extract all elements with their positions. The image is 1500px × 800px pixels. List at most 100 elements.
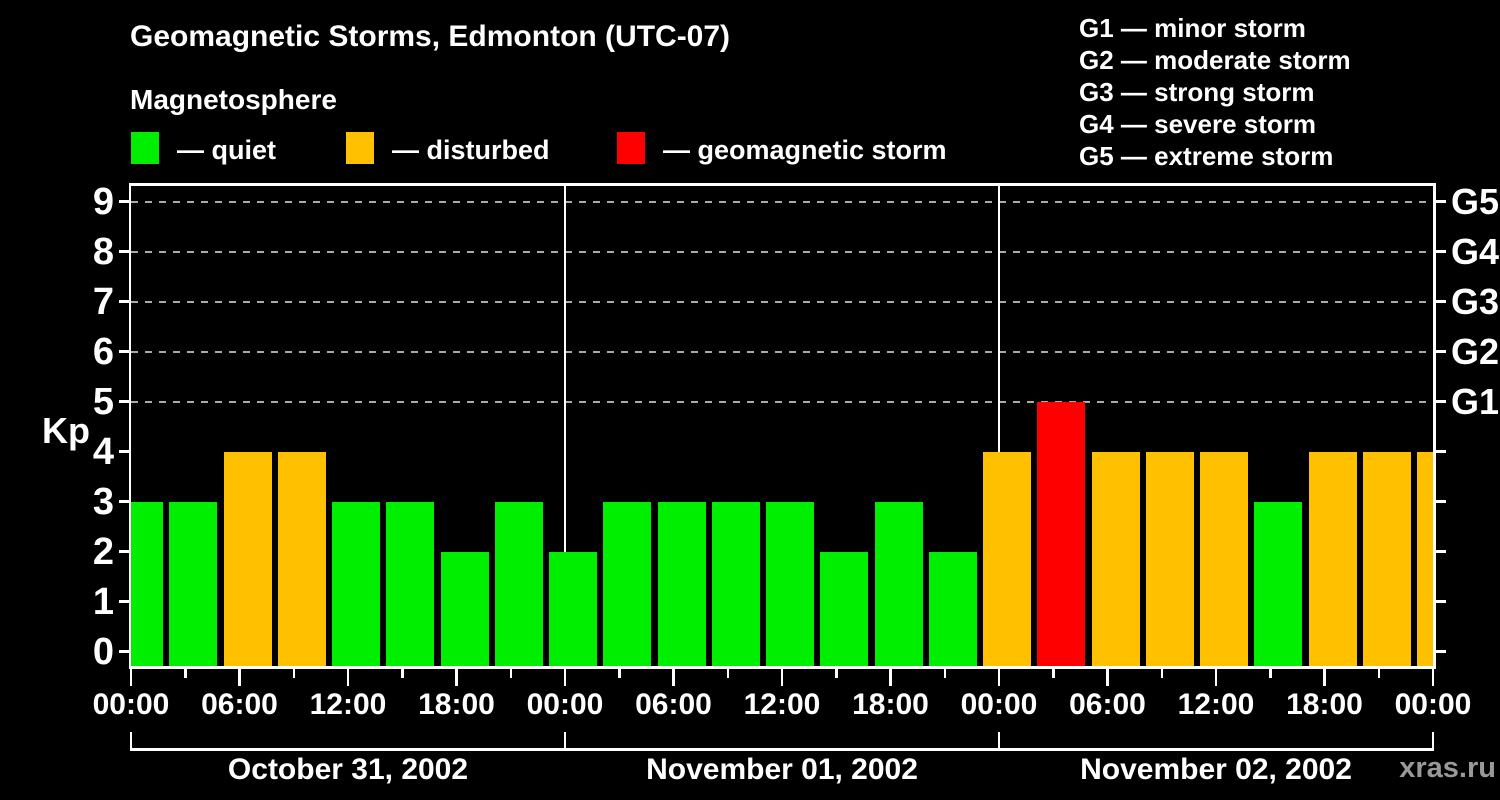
right-axis-tick [1435, 200, 1446, 203]
day-separator-line [564, 183, 566, 666]
kp-bar [169, 501, 218, 666]
y-tick-label: 5 [92, 380, 114, 423]
storm-scale-g3: G3 — strong storm [1079, 77, 1315, 107]
day-separator-line [998, 183, 1000, 666]
day-bracket-tick [1431, 732, 1435, 750]
kp-bar [277, 451, 326, 666]
x-axis-minor-tick [401, 668, 404, 678]
y-axis-tick [118, 350, 129, 353]
x-axis-major-tick [997, 668, 1001, 686]
x-tick-label: 12:00 [309, 688, 387, 721]
quiet-swatch-icon [131, 132, 159, 164]
x-tick-label: 18:00 [852, 688, 929, 721]
gridline-kp6 [131, 350, 1433, 353]
g-scale-label-g1: G1 [1451, 380, 1500, 422]
x-axis-major-tick [1323, 668, 1326, 686]
right-axis-tick [1435, 650, 1446, 653]
kp-bar [332, 501, 380, 666]
x-tick-label: 18:00 [418, 688, 495, 721]
x-axis-minor-tick [509, 668, 512, 678]
y-axis-tick [118, 250, 129, 253]
right-axis-tick [1435, 500, 1446, 503]
y-axis-tick [118, 650, 129, 653]
x-axis-major-tick [563, 668, 567, 686]
x-axis-minor-tick [835, 668, 838, 678]
plot-top-border [128, 183, 1436, 186]
g-scale-label-g3: G3 [1451, 280, 1500, 322]
kp-bar [223, 451, 272, 666]
y-tick-label: 0 [92, 630, 114, 673]
g-scale-label-g2: G2 [1451, 330, 1500, 372]
x-axis-major-tick [238, 668, 241, 686]
storm-scale-g5: G5 — extreme storm [1079, 141, 1334, 171]
gridline-kp5 [131, 400, 1433, 403]
kp-bar [1200, 451, 1248, 666]
kp-bar [131, 501, 163, 666]
y-axis-tick [118, 400, 129, 403]
y-tick-label: 8 [92, 230, 114, 273]
x-axis-minor-tick [943, 668, 946, 678]
gridline-kp8 [131, 250, 1433, 253]
y-axis-tick [118, 300, 129, 303]
kp-bar [766, 501, 814, 666]
day-bracket-tick [563, 732, 567, 750]
x-axis-minor-tick [292, 668, 295, 678]
x-tick-label: 00:00 [960, 688, 1038, 721]
kp-bar [820, 551, 869, 666]
kp-bar [928, 551, 977, 666]
storm-scale-g4: G4 — severe storm [1079, 109, 1317, 139]
storm-scale-g2: G2 — moderate storm [1079, 45, 1351, 75]
x-axis-major-tick [1431, 668, 1435, 686]
kp-bar [874, 501, 923, 666]
plot-bottom-border [128, 666, 1436, 669]
kp-bar [1362, 451, 1411, 666]
y-axis-tick [118, 500, 129, 503]
disturbed-legend-label: — disturbed [392, 135, 550, 165]
right-axis-tick [1435, 450, 1446, 453]
kp-bar [1308, 451, 1357, 666]
x-tick-label: 06:00 [1069, 688, 1146, 721]
right-axis-tick [1435, 250, 1446, 253]
x-tick-label: 06:00 [635, 688, 712, 721]
right-axis-line [1433, 183, 1436, 669]
chart-title: Geomagnetic Storms, Edmonton (UTC-07) [130, 20, 731, 53]
x-tick-label: 18:00 [1286, 688, 1363, 721]
x-axis-minor-tick [1160, 668, 1163, 678]
y-axis-line [128, 183, 131, 669]
x-axis-major-tick [346, 668, 350, 686]
x-tick-label: 00:00 [526, 688, 604, 721]
kp-bar [1037, 401, 1086, 666]
g-scale-label-g4: G4 [1451, 230, 1500, 272]
kp-bar [603, 501, 652, 666]
date-label: November 02, 2002 [1080, 753, 1352, 786]
g-scale-label-g5: G5 [1451, 180, 1500, 222]
x-axis-minor-tick [1377, 668, 1380, 678]
y-tick-label: 1 [92, 580, 114, 623]
right-axis-tick [1435, 400, 1446, 403]
kp-bar [1091, 451, 1140, 666]
y-tick-label: 2 [92, 530, 114, 573]
right-axis-tick [1435, 550, 1446, 553]
x-axis-minor-tick [1269, 668, 1272, 678]
gridline-kp7 [131, 300, 1433, 303]
x-axis-major-tick [672, 668, 675, 686]
gridline-kp9 [131, 200, 1433, 203]
x-axis-minor-tick [618, 668, 621, 678]
date-label: October 31, 2002 [227, 753, 469, 786]
kp-bar [1417, 451, 1433, 666]
kp-bar [657, 501, 706, 666]
x-tick-label: 12:00 [1177, 688, 1255, 721]
quiet-legend-label: — quiet [177, 135, 276, 165]
storm-scale-legend: G1 — minor storm G2 — moderate storm G3 … [1079, 12, 1351, 172]
x-axis-minor-tick [726, 668, 729, 678]
kp-bar [1254, 501, 1303, 666]
y-tick-label: 9 [92, 180, 114, 223]
y-axis-tick [118, 450, 129, 453]
x-axis-major-tick [129, 668, 133, 686]
x-tick-label: 00:00 [1394, 688, 1472, 721]
y-axis-tick [118, 600, 129, 603]
right-axis-tick [1435, 350, 1446, 353]
kp-bar [1145, 451, 1194, 666]
x-axis-major-tick [889, 668, 892, 686]
date-label: November 01, 2002 [646, 753, 918, 786]
